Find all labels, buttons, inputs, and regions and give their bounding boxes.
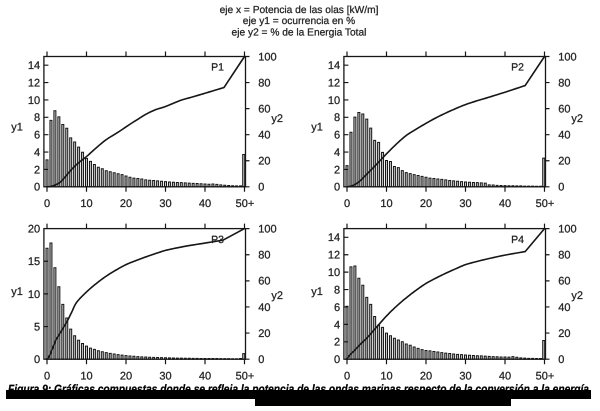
svg-text:0: 0 (334, 354, 340, 366)
svg-text:0: 0 (44, 198, 50, 210)
svg-text:0: 0 (44, 370, 50, 382)
svg-text:40: 40 (199, 198, 211, 210)
svg-text:8: 8 (334, 112, 340, 124)
svg-text:0: 0 (558, 354, 564, 366)
svg-text:60: 60 (558, 276, 570, 288)
svg-text:40: 40 (258, 130, 270, 142)
svg-text:80: 80 (558, 77, 570, 89)
svg-text:10: 10 (380, 198, 392, 210)
svg-text:eje y2 = % de la Energia Total: eje y2 = % de la Energia Total (232, 27, 367, 38)
svg-text:10: 10 (380, 370, 392, 382)
svg-text:0: 0 (344, 370, 350, 382)
svg-text:y2: y2 (271, 113, 283, 125)
svg-text:100: 100 (258, 224, 276, 236)
svg-text:P1: P1 (211, 62, 224, 74)
svg-text:2: 2 (34, 164, 40, 176)
svg-text:eje y1 = ocurrencia en %: eje y1 = ocurrencia en % (243, 16, 355, 27)
svg-text:y1: y1 (311, 286, 323, 298)
svg-text:6: 6 (334, 130, 340, 142)
svg-text:14: 14 (28, 60, 40, 72)
svg-text:y2: y2 (271, 290, 283, 302)
svg-text:4: 4 (334, 147, 340, 159)
svg-text:P3: P3 (211, 234, 224, 246)
svg-text:50+: 50+ (236, 370, 255, 382)
svg-text:20: 20 (420, 198, 432, 210)
svg-text:y2: y2 (571, 290, 583, 302)
svg-text:0: 0 (558, 182, 564, 194)
svg-text:40: 40 (499, 198, 511, 210)
svg-text:0: 0 (34, 354, 40, 366)
svg-text:100: 100 (558, 224, 576, 236)
svg-text:10: 10 (28, 289, 40, 301)
svg-text:80: 80 (558, 250, 570, 262)
svg-text:10: 10 (80, 198, 92, 210)
svg-text:6: 6 (34, 130, 40, 142)
svg-text:30: 30 (159, 370, 171, 382)
svg-text:60: 60 (558, 104, 570, 116)
svg-text:10: 10 (328, 267, 340, 279)
svg-text:40: 40 (558, 302, 570, 314)
svg-text:4: 4 (334, 319, 340, 331)
svg-text:10: 10 (80, 370, 92, 382)
svg-text:20: 20 (258, 328, 270, 340)
svg-text:10: 10 (328, 95, 340, 107)
svg-text:6: 6 (334, 302, 340, 314)
svg-text:0: 0 (334, 182, 340, 194)
svg-text:60: 60 (258, 104, 270, 116)
svg-text:0: 0 (34, 182, 40, 194)
svg-text:12: 12 (328, 77, 340, 89)
svg-text:30: 30 (459, 198, 471, 210)
svg-text:80: 80 (258, 77, 270, 89)
svg-text:y1: y1 (311, 121, 323, 133)
svg-text:20: 20 (558, 328, 570, 340)
svg-text:12: 12 (28, 77, 40, 89)
svg-text:0: 0 (344, 198, 350, 210)
svg-text:2: 2 (334, 337, 340, 349)
svg-text:50+: 50+ (236, 198, 255, 210)
svg-text:P2: P2 (511, 62, 524, 74)
svg-text:60: 60 (258, 276, 270, 288)
svg-text:20: 20 (420, 370, 432, 382)
svg-text:8: 8 (334, 284, 340, 296)
svg-text:20: 20 (120, 198, 132, 210)
svg-text:20: 20 (120, 370, 132, 382)
svg-text:y1: y1 (11, 286, 23, 298)
svg-text:15: 15 (28, 256, 40, 268)
svg-text:P4: P4 (511, 234, 524, 246)
svg-text:40: 40 (199, 370, 211, 382)
svg-text:40: 40 (258, 302, 270, 314)
svg-text:10: 10 (28, 95, 40, 107)
svg-text:80: 80 (258, 250, 270, 262)
svg-text:12: 12 (328, 250, 340, 262)
svg-text:50+: 50+ (536, 198, 555, 210)
svg-text:14: 14 (328, 232, 340, 244)
svg-text:40: 40 (558, 130, 570, 142)
svg-text:eje x = Potencia de las olas [: eje x = Potencia de las olas [kW/m] (220, 5, 379, 16)
svg-text:20: 20 (258, 156, 270, 168)
svg-text:2: 2 (334, 164, 340, 176)
svg-text:20: 20 (558, 156, 570, 168)
svg-text:30: 30 (159, 198, 171, 210)
svg-text:100: 100 (558, 51, 576, 63)
svg-text:y1: y1 (11, 121, 23, 133)
svg-text:20: 20 (28, 224, 40, 236)
svg-text:40: 40 (499, 370, 511, 382)
svg-text:5: 5 (34, 321, 40, 333)
svg-text:8: 8 (34, 112, 40, 124)
svg-text:100: 100 (258, 51, 276, 63)
svg-text:4: 4 (34, 147, 40, 159)
svg-text:30: 30 (459, 370, 471, 382)
svg-text:0: 0 (258, 354, 264, 366)
svg-text:50+: 50+ (536, 370, 555, 382)
svg-text:14: 14 (328, 60, 340, 72)
svg-text:0: 0 (258, 182, 264, 194)
svg-text:y2: y2 (571, 113, 583, 125)
